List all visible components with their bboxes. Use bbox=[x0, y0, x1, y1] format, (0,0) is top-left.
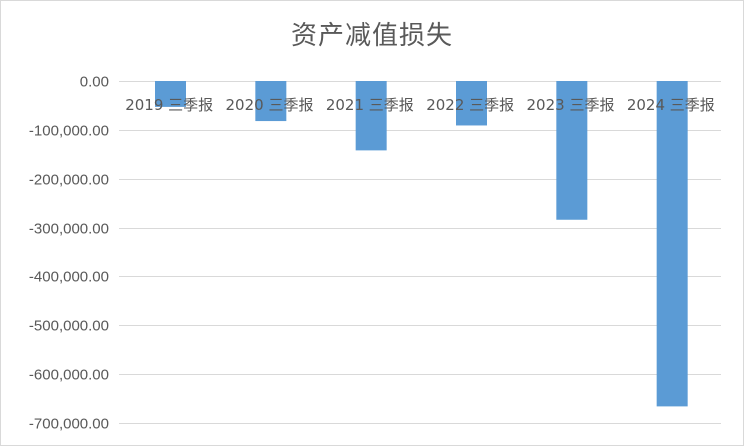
y-tick-label: -700,000.00 bbox=[29, 416, 109, 433]
y-tick-label: -300,000.00 bbox=[29, 221, 109, 238]
y-tick-label: -100,000.00 bbox=[29, 123, 109, 140]
y-tick-label: -500,000.00 bbox=[29, 318, 109, 335]
bar bbox=[656, 81, 688, 407]
x-category-label: 2019 三季报 bbox=[125, 96, 213, 114]
bar bbox=[456, 81, 487, 126]
y-tick-label: -600,000.00 bbox=[29, 367, 109, 384]
bar bbox=[355, 81, 387, 151]
chart-title: 资产减值损失 bbox=[290, 21, 453, 51]
x-category-label: 2021 三季报 bbox=[326, 96, 414, 114]
y-tick-label: 0.00 bbox=[80, 74, 109, 91]
y-tick-label: -200,000.00 bbox=[29, 172, 109, 189]
bar bbox=[155, 81, 186, 107]
x-category-label: 2020 三季报 bbox=[226, 96, 314, 114]
x-category-label: 2023 三季报 bbox=[527, 96, 615, 114]
bar bbox=[556, 81, 588, 220]
y-tick-label: -400,000.00 bbox=[29, 269, 109, 286]
x-category-label: 2024 三季报 bbox=[627, 96, 715, 114]
x-category-label: 2022 三季报 bbox=[426, 96, 514, 114]
bar bbox=[255, 81, 287, 122]
